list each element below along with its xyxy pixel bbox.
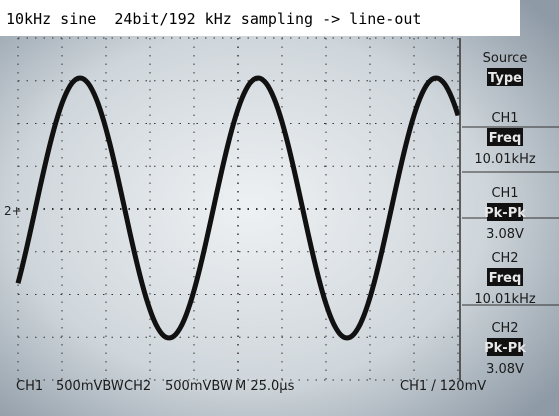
menu-highlight bbox=[487, 128, 523, 146]
menu-highlight bbox=[487, 338, 523, 356]
menu-channel: CH1 bbox=[491, 111, 518, 126]
channel-marker: 2+ bbox=[4, 204, 22, 218]
menu-channel: Source bbox=[483, 51, 528, 66]
menu-channel: CH2 bbox=[491, 321, 518, 336]
status-ch2-scale: 500mVBW bbox=[165, 379, 233, 394]
menu-value: 10.01kHz bbox=[474, 152, 536, 167]
status-ch1-scale: 500mVBW bbox=[56, 379, 124, 394]
menu-channel: CH1 bbox=[491, 186, 518, 201]
menu-label: Type bbox=[488, 71, 522, 86]
caption-box bbox=[0, 0, 520, 36]
graticule bbox=[17, 37, 459, 381]
caption: 10kHz sine 24bit/192 kHz sampling -> lin… bbox=[6, 10, 421, 28]
menu-highlight bbox=[487, 268, 523, 286]
menu-highlight bbox=[487, 68, 523, 86]
menu-label: Pk-Pk bbox=[484, 341, 526, 356]
menu-value: 3.08V bbox=[486, 227, 524, 242]
menu-label: Pk-Pk bbox=[484, 206, 526, 221]
waveform bbox=[15, 75, 461, 341]
status-timebase: M 25.0µs bbox=[235, 379, 295, 394]
status-ch1: CH1 bbox=[16, 379, 43, 394]
side-menu: Source Type CH1 Freq 10.01kHz CH1 Pk-Pk 3.08V CH… bbox=[474, 51, 536, 377]
menu-value: 10.01kHz bbox=[474, 292, 536, 307]
menu-label: Freq bbox=[489, 131, 522, 146]
menu-channel: CH2 bbox=[491, 251, 518, 266]
menu-value: 3.08V bbox=[486, 362, 524, 377]
status-ch2: CH2 bbox=[124, 379, 151, 394]
menu-label: Freq bbox=[489, 271, 522, 286]
menu-highlight bbox=[487, 203, 523, 221]
status-trigger: CH1 / 120mV bbox=[400, 379, 486, 394]
